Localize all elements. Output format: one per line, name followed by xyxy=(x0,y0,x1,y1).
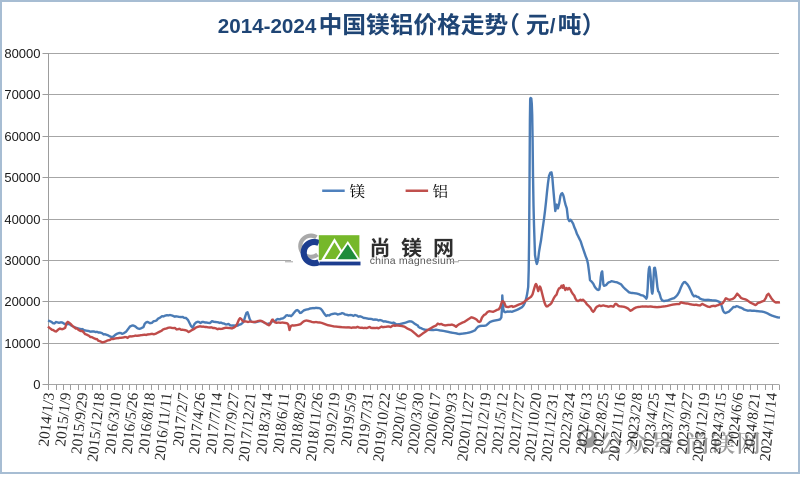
svg-text:2017/4/26: 2017/4/26 xyxy=(186,391,209,454)
svg-text:2014/1/3: 2014/1/3 xyxy=(35,392,58,447)
svg-text:2021/2/19: 2021/2/19 xyxy=(472,392,495,455)
svg-text:2015/9/29: 2015/9/29 xyxy=(68,392,91,455)
svg-text:2023/7/14: 2023/7/14 xyxy=(657,391,680,454)
svg-text:2019/2/19: 2019/2/19 xyxy=(320,392,343,455)
svg-text:2016/5/26: 2016/5/26 xyxy=(119,391,142,454)
svg-text:2018/3/14: 2018/3/14 xyxy=(253,391,276,454)
svg-text:2023/4/25: 2023/4/25 xyxy=(640,392,663,455)
svg-text:2023/9/27: 2023/9/27 xyxy=(673,391,696,454)
svg-text:/: / xyxy=(550,15,556,38)
svg-text:2014-2024: 2014-2024 xyxy=(218,15,317,38)
svg-text:2024/3/15: 2024/3/15 xyxy=(707,392,730,455)
svg-text:2021/7/27: 2021/7/27 xyxy=(505,391,528,454)
svg-text:2018/8/29: 2018/8/29 xyxy=(287,392,310,455)
svg-text:0: 0 xyxy=(33,377,40,392)
svg-text:2018/6/11: 2018/6/11 xyxy=(270,392,293,454)
svg-text:2019/5/9: 2019/5/9 xyxy=(338,392,361,447)
svg-text:2023/2/8: 2023/2/8 xyxy=(624,391,647,447)
svg-text:2022/6/13: 2022/6/13 xyxy=(573,392,596,455)
svg-text:2019/7/31: 2019/7/31 xyxy=(354,392,377,455)
svg-text:10000: 10000 xyxy=(4,336,40,351)
svg-text:2020/9/3: 2020/9/3 xyxy=(439,392,462,447)
svg-text:2022/3/24: 2022/3/24 xyxy=(556,391,579,454)
svg-text:2017/2/7: 2017/2/7 xyxy=(170,391,193,447)
svg-text:2015/1/9: 2015/1/9 xyxy=(52,392,75,447)
svg-text:30000: 30000 xyxy=(4,253,40,268)
svg-text:2016/3/10: 2016/3/10 xyxy=(102,391,125,454)
svg-text:20000: 20000 xyxy=(4,294,40,309)
svg-text:2020/3/30: 2020/3/30 xyxy=(404,391,427,454)
svg-text:2024/6/6: 2024/6/6 xyxy=(725,391,748,447)
svg-text:60000: 60000 xyxy=(4,129,40,144)
svg-text:2017/9/27: 2017/9/27 xyxy=(220,391,243,454)
svg-text:2020/6/17: 2020/6/17 xyxy=(421,391,444,454)
svg-text:china magnesium: china magnesium xyxy=(370,255,455,267)
svg-text:70000: 70000 xyxy=(4,87,40,102)
svg-text:50000: 50000 xyxy=(4,170,40,185)
svg-text:2017/7/14: 2017/7/14 xyxy=(203,391,226,454)
svg-text:40000: 40000 xyxy=(4,212,40,227)
svg-text:2020/1/6: 2020/1/6 xyxy=(388,391,411,447)
svg-text:2024/8/21: 2024/8/21 xyxy=(741,392,764,455)
svg-text:80000: 80000 xyxy=(4,46,40,61)
svg-text:2022/8/25: 2022/8/25 xyxy=(589,392,612,455)
svg-text:2021/5/12: 2021/5/12 xyxy=(489,392,512,455)
svg-text:2016/8/18: 2016/8/18 xyxy=(135,391,158,454)
